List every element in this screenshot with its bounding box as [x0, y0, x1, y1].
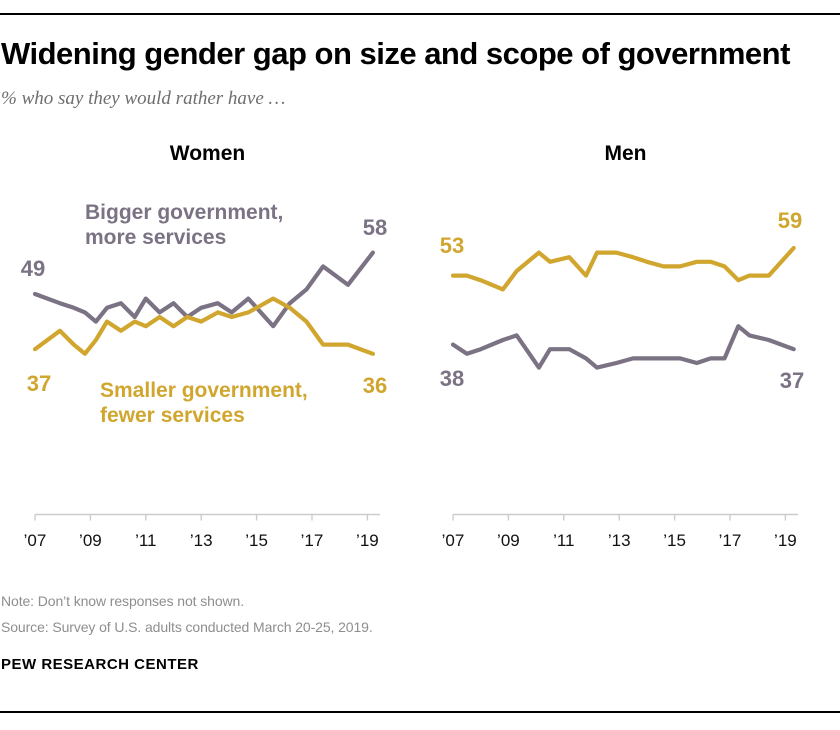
- x-tick-label: ’15: [663, 531, 686, 550]
- series-label-smaller-government: Smaller government, fewer services: [100, 379, 308, 427]
- chart-subtitle: % who say they would rather have …: [1, 88, 286, 109]
- men-bigger-end-value: 37: [779, 368, 805, 393]
- chart-title: Widening gender gap on size and scope of…: [1, 36, 790, 71]
- x-tick-label: ’09: [79, 531, 102, 550]
- panel-header-men: Men: [604, 142, 647, 165]
- women-smaller-start-value: 37: [26, 371, 52, 396]
- x-tick-label: ’13: [189, 531, 213, 550]
- source-line: Source: Survey of U.S. adults conducted …: [1, 619, 373, 635]
- women-smaller-end-value: 36: [362, 373, 388, 398]
- x-tick-label: ’11: [553, 531, 575, 550]
- x-tick-label: ’19: [774, 531, 797, 550]
- footnote: Note: Don’t know responses not shown.: [1, 593, 244, 609]
- men-smaller-start-value: 53: [439, 233, 465, 258]
- x-tick-label: ’11: [135, 531, 157, 550]
- x-tick-label: ’09: [497, 531, 520, 550]
- men-smaller-end-value: 59: [777, 208, 803, 233]
- top-divider: [0, 13, 840, 15]
- x-tick-label: ’17: [300, 531, 324, 550]
- women-line-bigger_government: [32, 250, 375, 329]
- panel-header-women: Women: [169, 142, 246, 165]
- x-tick-label: ’19: [356, 531, 379, 550]
- bottom-divider: [0, 711, 840, 713]
- x-tick-label: ’15: [245, 531, 268, 550]
- brand-name: PEW RESEARCH CENTER: [1, 656, 199, 673]
- men-line-bigger_government: [450, 324, 796, 370]
- women-bigger-start-value: 49: [20, 256, 46, 281]
- x-tick-label: ’07: [441, 531, 465, 550]
- women-line-smaller_government: [32, 296, 375, 356]
- x-tick-label: ’13: [607, 531, 631, 550]
- series-label-bigger-government: Bigger government, more services: [85, 201, 284, 249]
- x-tick-label: ’17: [718, 531, 742, 550]
- x-tick-label: ’07: [23, 531, 47, 550]
- men-bigger-start-value: 38: [439, 366, 465, 391]
- women-bigger-end-value: 58: [362, 215, 388, 240]
- men-line-smaller_government: [450, 245, 796, 292]
